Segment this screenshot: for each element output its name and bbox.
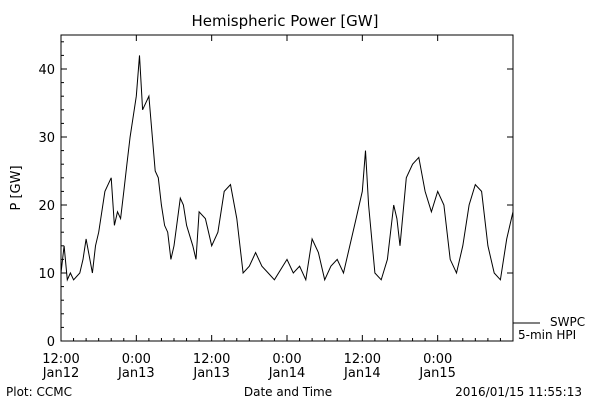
y-axis: 0 10 20 30 40 [38, 41, 513, 350]
y-tick-label: 10 [38, 267, 55, 282]
x-tick-label-date: Jan14 [268, 366, 306, 381]
x-tick-label-time: 12:00 [42, 352, 79, 367]
x-tick-label-date: Jan13 [192, 366, 230, 381]
y-tick-label: 40 [38, 63, 55, 78]
chart-title: Hemispheric Power [GW] [192, 12, 379, 30]
x-tick-label-date: Jan12 [42, 366, 80, 381]
plot-timestamp-annotation: 2016/01/15 11:55:13 [455, 385, 582, 399]
plot-frame [60, 34, 514, 342]
y-tick-label: 20 [38, 199, 55, 214]
legend: SWPC 5-min HPI [513, 315, 585, 342]
x-tick-label-time: 12:00 [193, 352, 230, 367]
y-axis-label: P [GW] [9, 165, 24, 210]
x-axis: 12:00Jan120:00Jan1312:00Jan130:00Jan1412… [42, 35, 501, 381]
x-tick-label-date: Jan13 [117, 366, 155, 381]
x-tick-label-time: 0:00 [272, 352, 301, 367]
x-axis-label: Date and Time [244, 385, 332, 399]
y-tick-label: 30 [38, 131, 55, 146]
series-line-hpi [60, 55, 514, 282]
x-tick-label-date: Jan15 [418, 366, 456, 381]
plot-source-annotation: Plot: CCMC [6, 385, 72, 399]
x-tick-label-date: Jan14 [343, 366, 381, 381]
legend-entry-hpi: 5-min HPI [518, 328, 576, 342]
x-tick-label-time: 0:00 [122, 352, 151, 367]
x-tick-label-time: 12:00 [344, 352, 381, 367]
y-tick-label: 0 [47, 335, 55, 350]
legend-entry-swpc: SWPC [550, 315, 585, 329]
x-tick-label-time: 0:00 [423, 352, 452, 367]
